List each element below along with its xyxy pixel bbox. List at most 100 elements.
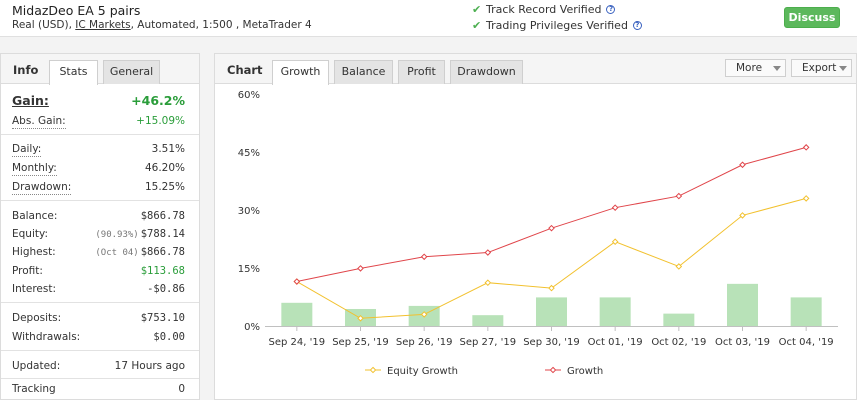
tab-profit[interactable]: Profit [398, 60, 445, 84]
account-subtitle: Real (USD), IC Markets, Automated, 1:500… [12, 19, 312, 31]
track-record-label: Track Record Verified [486, 3, 602, 16]
more-dropdown[interactable]: More [725, 59, 786, 77]
chevron-down-icon [839, 66, 847, 71]
more-label: More [736, 62, 763, 74]
bar [281, 302, 313, 326]
lines-series [293, 144, 810, 322]
bar [727, 283, 758, 326]
bars-series [281, 283, 822, 326]
bar [472, 315, 504, 326]
data-point [484, 279, 492, 287]
deposits-value: $753.10 [140, 312, 185, 324]
data-point [293, 278, 301, 285]
bar [790, 297, 822, 326]
y-tick-label: 60% [238, 90, 260, 101]
data-point [420, 311, 428, 318]
broker-link[interactable]: IC Markets [75, 19, 131, 31]
equity-value-group: (90.93%) $788.14 [95, 227, 185, 242]
y-axis: 0% 15% 30% 45% 60% [238, 90, 260, 333]
equity-label: Equity: [12, 228, 48, 240]
account-header: MidazDeo EA 5 pairs Real (USD), IC Marke… [0, 0, 857, 37]
discuss-button[interactable]: Discuss [784, 7, 840, 28]
info-heading: Info [13, 63, 39, 77]
daily-value: 3.51% [151, 143, 185, 155]
tab-growth[interactable]: Growth [272, 60, 329, 85]
chart-legend: Equity Growth Growth [365, 366, 603, 377]
updated-value: 17 Hours ago [114, 360, 185, 372]
equity-row: Equity: (90.93%) $788.14 [12, 227, 185, 241]
balance-row: Balance: $866.78 [12, 209, 185, 223]
data-point [484, 249, 492, 256]
divider [1, 302, 199, 303]
chart-tab-bar: Chart Growth Balance Profit Drawdown Mor… [215, 54, 856, 85]
help-icon[interactable]: ? [632, 21, 642, 30]
gain-value: +46.2% [131, 93, 185, 108]
data-point [675, 192, 683, 200]
profit-value: $113.68 [140, 265, 185, 277]
data-point [675, 263, 683, 270]
abs-gain-label[interactable]: Abs. Gain: [12, 115, 66, 129]
x-tick-label: Oct 02, '19 [651, 337, 706, 348]
abs-gain-value: +15.09% [136, 115, 185, 127]
trading-privileges-label: Trading Privileges Verified [486, 19, 628, 32]
profit-label: Profit: [12, 265, 43, 277]
drawdown-label[interactable]: Drawdown: [12, 181, 72, 195]
tracking-value: 0 [178, 383, 185, 395]
highest-label: Highest: [12, 246, 56, 258]
tracking-label: Tracking [12, 383, 56, 395]
data-point [548, 284, 555, 292]
divider [1, 350, 199, 351]
info-tab-bar: Info Stats General [1, 54, 199, 85]
y-tick-label: 30% [238, 206, 260, 217]
highest-date: (Oct 04) [95, 248, 139, 258]
data-point [611, 204, 619, 211]
data-point [357, 265, 364, 272]
daily-label[interactable]: Daily: [12, 143, 42, 157]
trading-privileges-verified: ✔ Trading Privileges Verified ? [472, 19, 642, 32]
drawdown-value: 15.25% [144, 181, 185, 193]
data-point [611, 238, 619, 246]
y-tick-label: 15% [238, 264, 260, 275]
divider [1, 200, 199, 201]
legend-label: Equity Growth [387, 366, 458, 377]
check-icon: ✔ [472, 3, 482, 16]
y-tick-label: 0% [244, 322, 260, 333]
tab-general[interactable]: General [103, 60, 160, 84]
x-tick-label: Sep 30, '19 [523, 337, 580, 348]
divider [1, 134, 199, 135]
x-tick-label: Sep 24, '19 [269, 337, 326, 348]
chart-heading: Chart [227, 63, 263, 77]
account-title: MidazDeo EA 5 pairs [12, 3, 141, 18]
interest-label: Interest: [12, 283, 56, 295]
help-icon[interactable]: ? [606, 5, 616, 14]
data-point [802, 144, 810, 151]
export-dropdown[interactable]: Export [791, 59, 852, 77]
highest-row: Highest: (Oct 04) $866.78 [12, 245, 185, 259]
track-record-verified: ✔ Track Record Verified ? [472, 3, 616, 16]
deposits-row: Deposits: $753.10 [12, 311, 185, 325]
highest-value: $866.78 [140, 246, 185, 258]
updated-label: Updated: [12, 360, 61, 372]
export-label: Export [802, 62, 837, 74]
data-point [739, 161, 746, 169]
withdrawals-value: $0.00 [153, 331, 185, 343]
subtitle-account-type: Real (USD), [12, 19, 76, 31]
divider [1, 378, 199, 379]
tracking-row: Tracking 0 [12, 382, 185, 396]
daily-row: Daily: 3.51% [12, 142, 185, 157]
gain-label[interactable]: Gain: [12, 93, 49, 108]
legend-marker [549, 366, 557, 374]
withdrawals-label: Withdrawals: [12, 331, 81, 343]
drawdown-row: Drawdown: 15.25% [12, 180, 185, 195]
tab-drawdown[interactable]: Drawdown [450, 60, 523, 84]
y-tick-label: 45% [238, 148, 260, 159]
data-point [739, 212, 746, 219]
legend-marker [369, 366, 377, 374]
x-axis: Sep 24, '19 Sep 25, '19 Sep 26, '19 Sep 27,… [269, 326, 834, 348]
subtitle-details: , Automated, 1:500 , MetaTrader 4 [130, 19, 312, 31]
equity-percent: (90.93%) [95, 230, 139, 240]
tab-balance[interactable]: Balance [334, 60, 393, 84]
abs-gain-row: Abs. Gain: +15.09% [12, 114, 185, 129]
monthly-label[interactable]: Monthly: [12, 162, 57, 176]
tab-stats[interactable]: Stats [49, 60, 98, 85]
